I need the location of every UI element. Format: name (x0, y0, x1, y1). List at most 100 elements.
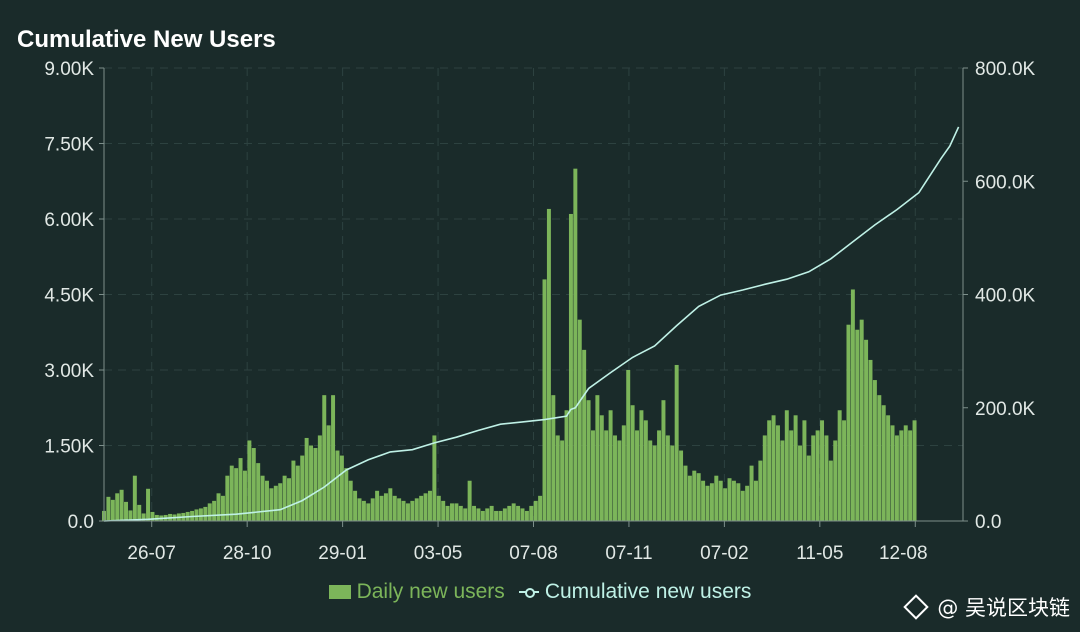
daily-bar (502, 508, 507, 521)
daily-bar (908, 430, 913, 521)
daily-bar (225, 475, 230, 521)
daily-bar (533, 500, 538, 521)
left-tick-label: 7.50K (44, 135, 94, 156)
daily-bar (771, 415, 776, 521)
daily-bar (599, 415, 604, 521)
daily-bar (604, 430, 609, 521)
x-tick-label: 07-02 (700, 543, 749, 564)
daily-bar (317, 435, 322, 521)
daily-bar (824, 435, 829, 521)
daily-bar (762, 435, 767, 521)
legend-line-swatch (518, 585, 539, 599)
right-tick-label: 600.0K (975, 172, 1036, 193)
daily-bar (436, 495, 441, 521)
daily-bar (524, 510, 529, 521)
daily-bar (709, 483, 714, 521)
x-tick-label: 11-05 (796, 543, 843, 564)
daily-bar (568, 213, 573, 521)
daily-bar (679, 450, 684, 521)
x-tick-label: 28-10 (223, 543, 272, 564)
legend-bar-swatch (328, 585, 351, 599)
daily-bar (723, 488, 728, 521)
chart-title: Cumulative New Users (17, 26, 276, 53)
daily-bar (291, 460, 296, 521)
daily-bar (740, 490, 745, 521)
daily-bar (864, 339, 869, 521)
daily-bar (886, 415, 891, 521)
daily-bar (287, 478, 291, 521)
daily-bar (850, 289, 855, 521)
daily-bar (718, 480, 723, 521)
daily-bar (220, 495, 225, 521)
daily-bar (837, 410, 842, 521)
daily-bar (793, 415, 798, 521)
daily-bar (348, 480, 353, 521)
daily-bar (736, 483, 741, 521)
daily-bar (894, 435, 899, 521)
daily-bar (379, 495, 384, 521)
daily-bar (146, 488, 151, 521)
daily-bar (339, 455, 344, 521)
daily-bar (652, 445, 657, 521)
daily-bar (472, 505, 477, 521)
left-tick-label: 9.00K (44, 59, 94, 80)
watermark: @ 吴说区块链 (903, 592, 1070, 622)
daily-bar (538, 495, 543, 521)
daily-bar (573, 168, 578, 521)
daily-bar (815, 430, 820, 521)
daily-bar (586, 400, 591, 521)
daily-bar (859, 319, 864, 521)
daily-bars (102, 168, 917, 521)
daily-bar (872, 380, 877, 521)
daily-bar (198, 508, 203, 521)
daily-bar (269, 488, 274, 521)
daily-bar (216, 493, 221, 521)
daily-bar (256, 463, 261, 521)
left-tick-label: 4.50K (44, 286, 94, 307)
daily-bar (749, 465, 754, 521)
chart-legend: Daily new users Cumulative new users (0, 580, 1080, 604)
daily-bar (881, 405, 886, 521)
daily-bar (467, 480, 472, 521)
daily-bar (427, 490, 432, 521)
daily-bar (207, 503, 212, 521)
daily-bar (613, 435, 617, 521)
daily-bar (511, 503, 516, 521)
daily-bar (564, 410, 569, 521)
daily-bar (621, 425, 626, 521)
cumulative-line-path (103, 126, 960, 522)
daily-bar (705, 485, 710, 521)
right-tick-label: 400.0K (975, 286, 1036, 307)
daily-bar (300, 455, 305, 521)
diamond-icon (903, 594, 930, 620)
daily-bar (485, 508, 490, 521)
daily-bar (401, 500, 406, 521)
daily-bar (361, 500, 366, 521)
daily-bar (868, 359, 873, 521)
daily-bar (877, 395, 882, 521)
chart-grid (104, 67, 963, 521)
daily-bar (397, 498, 402, 521)
daily-bar (480, 510, 485, 521)
daily-bar (463, 508, 468, 521)
daily-bar (798, 445, 802, 521)
daily-bar (309, 445, 314, 521)
daily-bar (758, 460, 763, 521)
x-tick-label: 12-08 (879, 543, 928, 564)
daily-bar (745, 485, 750, 521)
daily-bar (304, 437, 309, 521)
daily-bar (194, 509, 199, 521)
left-tick-label: 0.0 (68, 512, 94, 533)
daily-bar (670, 445, 675, 521)
daily-bar (212, 500, 217, 521)
daily-bar (326, 425, 331, 521)
legend-item-cumulative[interactable]: Cumulative new users (518, 580, 751, 604)
daily-bar (141, 513, 146, 521)
legend-item-daily[interactable]: Daily new users (328, 580, 505, 604)
daily-bar (489, 505, 494, 521)
daily-bar (520, 508, 525, 521)
daily-bar (119, 489, 124, 521)
daily-bar (507, 505, 512, 521)
